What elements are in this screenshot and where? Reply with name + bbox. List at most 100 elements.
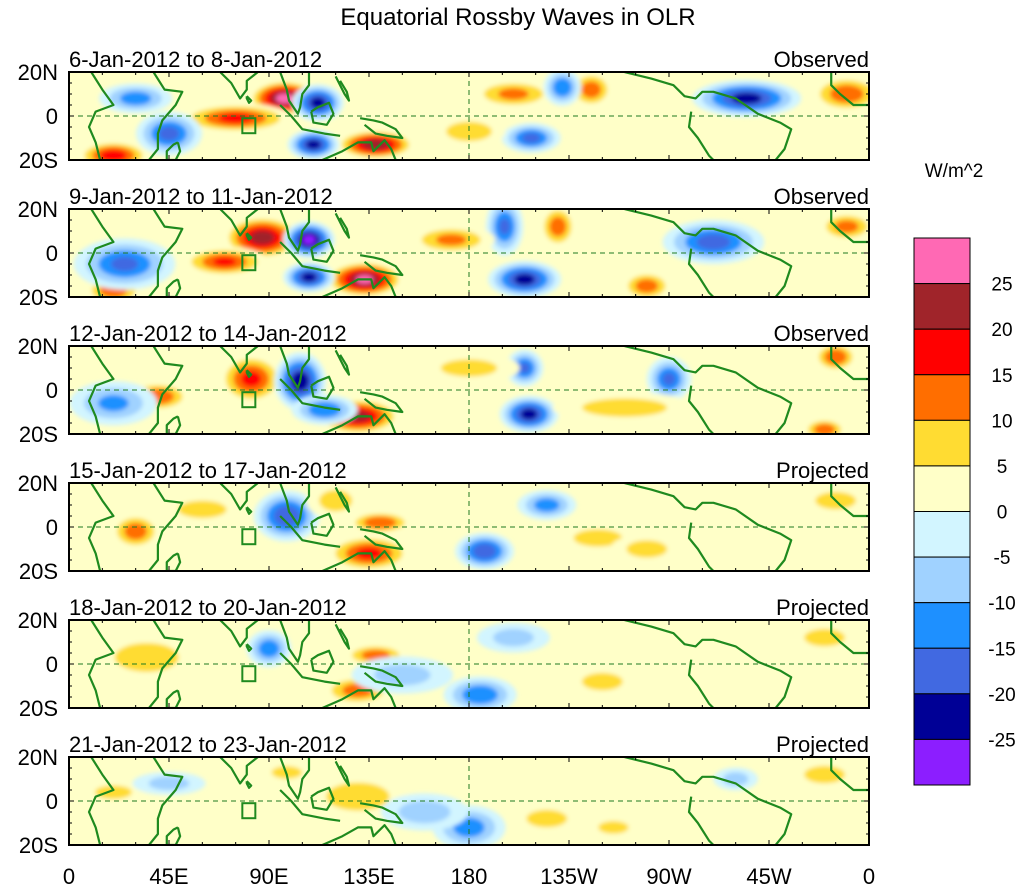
coastlines	[87, 209, 869, 297]
y-tick-label: 20S	[19, 285, 58, 310]
anomaly-blob	[505, 349, 544, 387]
anomaly-blob	[287, 129, 340, 160]
y-tick-label: 20S	[19, 833, 58, 858]
y-tick-label: 20N	[18, 471, 58, 496]
panel-period: 15-Jan-2012 to 17-Jan-2012	[69, 458, 347, 483]
y-tick-label: 20S	[19, 696, 58, 721]
anomaly-field	[69, 209, 869, 297]
coastlines	[87, 346, 869, 434]
panel-status: Observed	[774, 321, 869, 346]
panel-status: Projected	[776, 732, 869, 757]
colorbar-tick-label: 0	[997, 503, 1008, 524]
colorbar-tick-label: 20	[991, 320, 1012, 341]
anomaly-blob	[810, 75, 869, 113]
y-tick-label: 0	[46, 378, 58, 403]
anomaly-blob	[568, 72, 614, 109]
colorbar-swatch	[913, 237, 971, 285]
anomaly-blob	[292, 84, 344, 122]
y-tick-label: 20N	[18, 60, 58, 85]
panel-period: 18-Jan-2012 to 20-Jan-2012	[69, 595, 347, 620]
anomaly-blob	[620, 270, 673, 297]
anomaly-blob	[788, 759, 862, 790]
panel-status: Projected	[776, 458, 869, 483]
y-tick-label: 20S	[19, 422, 58, 447]
region-box	[241, 391, 257, 409]
region-box	[241, 528, 257, 546]
anomaly-blob	[802, 418, 847, 434]
anomaly-field	[69, 620, 869, 708]
colorbar-tick-label: -10	[988, 594, 1015, 615]
anomaly-blob	[136, 111, 202, 156]
colorbar-tick-label: 10	[991, 411, 1012, 432]
x-tick-label: 135W	[540, 864, 598, 889]
coastlines	[87, 483, 869, 571]
y-tick-label: 0	[46, 652, 58, 677]
anomaly-blob	[488, 260, 562, 297]
anomaly-blob	[407, 224, 495, 255]
colorbar-tick-label: -25	[988, 730, 1015, 751]
panel: 20N 0 20S 12-Jan-2012 to 14-Jan-2012 Observe…	[18, 321, 870, 447]
panel: 20N 0 20S 6-Jan-2012 to 8-Jan-2012 Observed	[18, 47, 870, 173]
y-tick-label: 20S	[19, 148, 58, 173]
anomaly-blob	[610, 533, 684, 565]
anomaly-blob	[584, 815, 643, 839]
panel-period: 21-Jan-2012 to 23-Jan-2012	[69, 732, 347, 757]
anomaly-blob	[510, 803, 584, 834]
colorbar-swatch	[913, 511, 971, 558]
x-tick-label: 45E	[149, 864, 188, 889]
anomaly-field	[69, 72, 869, 160]
anomaly-blob	[432, 116, 506, 147]
x-tick-label: 90W	[646, 864, 691, 889]
anomaly-blob	[99, 83, 173, 114]
anomaly-field	[69, 483, 869, 571]
x-tick-label: 135E	[343, 864, 394, 889]
y-tick-label: 0	[46, 241, 58, 266]
anomaly-blob	[501, 122, 561, 154]
anomaly-blob	[455, 532, 514, 570]
panel-period: 9-Jan-2012 to 11-Jan-2012	[69, 184, 333, 209]
colorbar-tick-label: -15	[988, 639, 1015, 660]
anomaly-blob	[180, 246, 269, 277]
panel: 20N 0 20S 21-Jan-2012 to 23-Jan-2012 Project…	[18, 732, 870, 858]
panel-status: Observed	[774, 47, 869, 72]
anomaly-blob	[380, 793, 469, 831]
colorbar-swatch	[913, 556, 971, 604]
anomaly-blob	[813, 346, 858, 373]
y-tick-label: 0	[46, 515, 58, 540]
y-tick-label: 0	[46, 104, 58, 129]
colorbar-swatch	[913, 465, 971, 512]
anomaly-blob	[552, 392, 697, 423]
panel-period: 6-Jan-2012 to 8-Jan-2012	[69, 47, 322, 72]
panel-status: Projected	[776, 595, 869, 620]
y-tick-label: 20N	[18, 334, 58, 359]
y-tick-label: 0	[46, 789, 58, 814]
x-tick-label: 180	[451, 864, 488, 889]
anomaly-blob	[80, 780, 147, 804]
colorbar-tick-label: 15	[991, 366, 1012, 387]
anomaly-blob	[88, 631, 205, 684]
anomaly-blob	[539, 209, 577, 249]
y-tick-label: 20N	[18, 197, 58, 222]
region-box	[241, 254, 257, 272]
colorbar-swatch	[913, 647, 971, 695]
anomaly-blob	[73, 238, 176, 290]
x-tick-label: 0	[863, 864, 875, 889]
y-tick-label: 20N	[18, 745, 58, 770]
colorbar-swatch	[913, 374, 971, 421]
anomaly-blob	[347, 511, 414, 535]
x-tick-label: 0	[63, 864, 75, 889]
anomaly-blob	[246, 630, 292, 668]
anomaly-blob	[543, 72, 582, 106]
y-tick-label: 20N	[18, 608, 58, 633]
x-tick-label: 45W	[746, 864, 791, 889]
colorbar-swatch	[913, 328, 971, 376]
y-tick-label: 20S	[19, 559, 58, 584]
anomaly-field	[69, 346, 869, 434]
anomaly-blob	[788, 622, 862, 653]
panel: 20N 0 20S 9-Jan-2012 to 11-Jan-2012 Observed	[18, 184, 870, 310]
colorbar-tick-label: 5	[997, 457, 1008, 478]
chart-title: Equatorial Rossby Waves in OLR	[340, 4, 695, 31]
colorbar-tick-label: -20	[988, 685, 1015, 706]
colorbar-swatch	[913, 419, 971, 467]
